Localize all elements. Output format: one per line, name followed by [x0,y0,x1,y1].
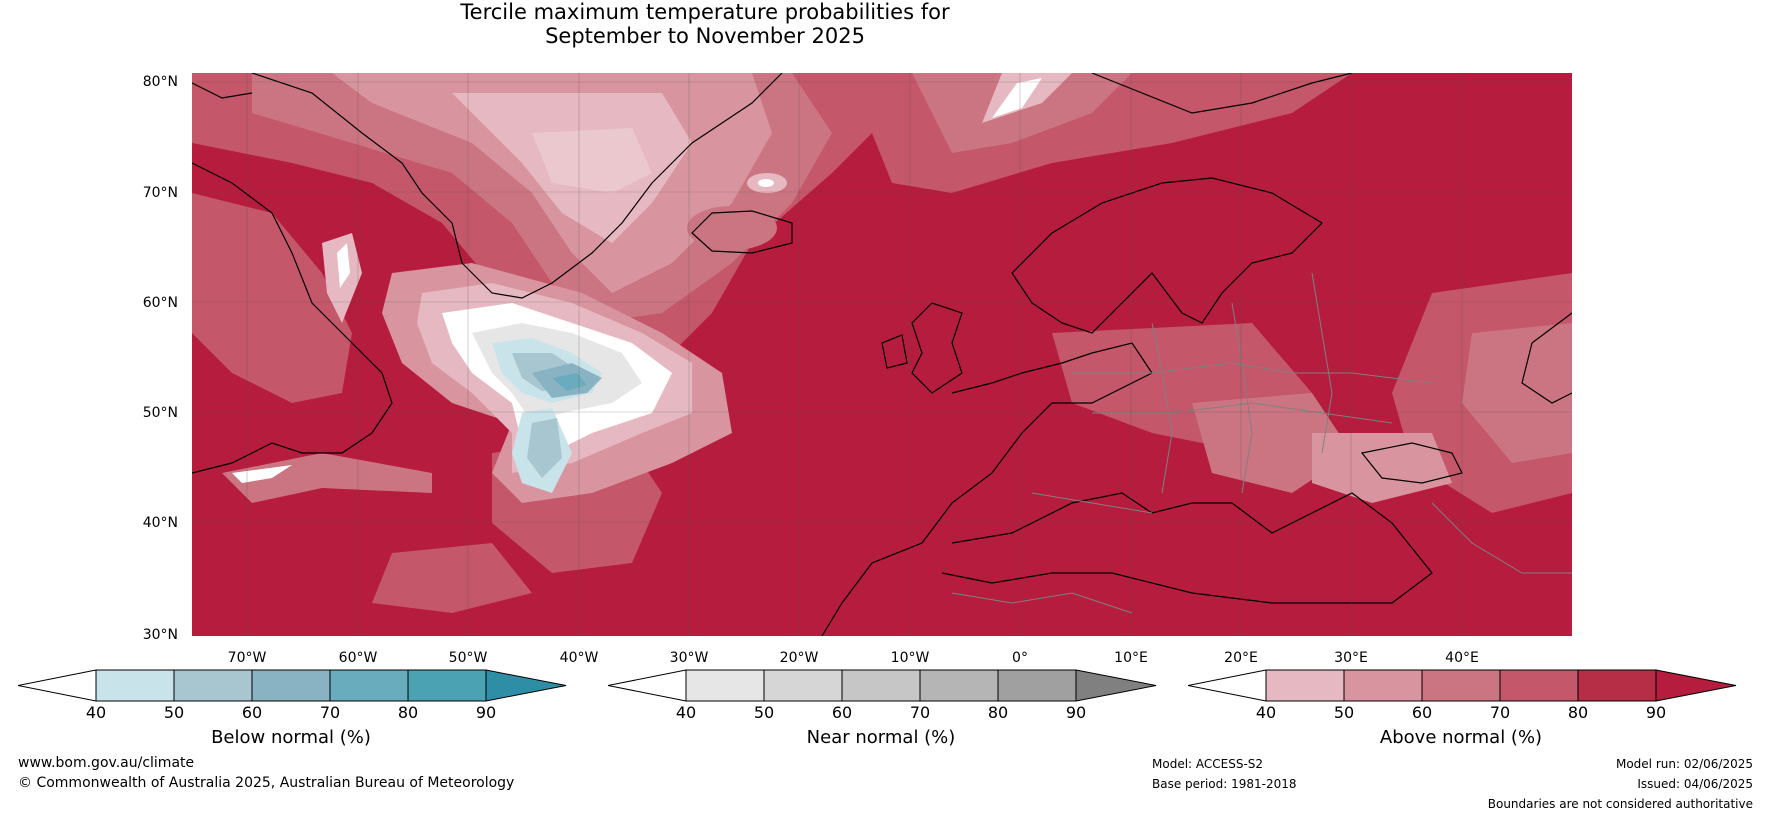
boundaries-disclaimer: Boundaries are not considered authoritat… [1487,797,1753,811]
forecast-map [192,73,1572,636]
chart-title: Tercile maximum temperature probabilitie… [0,0,1410,48]
map-canvas [192,73,1572,636]
colorbar-near-normal-80-90 [997,669,1077,702]
colorbar-near-tick-90: 90 [1065,703,1087,722]
ireland-coast [881,334,908,369]
colorbar-near-normal-40-50 [685,669,765,702]
colorbar-below-normal-extend-high [485,669,567,702]
colorbar-below-normal-60-70 [251,669,331,702]
lon-label-20e: 20°E [1224,650,1258,666]
colorbar-above-normal-extend-low [1188,669,1267,702]
colorbar-below-normal-50-60 [173,669,253,702]
colorbar-below-normal-extend-low [18,669,97,702]
colorbar-below-normal [18,669,567,702]
arctic-coast [1091,73,1353,114]
lon-label-10e: 10°E [1114,650,1148,666]
lon-label-50w: 50°W [448,650,488,666]
colorbar-below-tick-50: 50 [163,703,185,722]
colorbar-below-normal-80-90 [407,669,487,702]
coastlines [192,73,1572,636]
colorbar-near-tick-80: 80 [987,703,1009,722]
lon-label-70w: 70°W [227,650,267,666]
model-run-date: Model run: 02/06/2025 [1615,757,1753,771]
colorbar-below-tick-90: 90 [475,703,497,722]
colorbar-above-tick-90: 90 [1645,703,1667,722]
colorbar-above-normal-extend-high [1655,669,1737,702]
colorbar-near-normal-50-60 [763,669,843,702]
lon-label-30w: 30°W [669,650,709,666]
colorbar-above-tick-60: 60 [1411,703,1433,722]
colorbar-above-tick-50: 50 [1333,703,1355,722]
great-britain-coast [911,302,963,394]
colorbar-near-normal-60-70 [841,669,921,702]
colorbar-below-tick-60: 60 [241,703,263,722]
colorbar-near-normal [608,669,1157,702]
caspian-coast [1521,312,1572,404]
lat-label-50n: 50°N [142,405,178,421]
lat-label-80n: 80°N [142,74,178,90]
mediterranean-coast [941,492,1433,604]
colorbar-near-tick-50: 50 [753,703,775,722]
lon-label-20w: 20°W [779,650,819,666]
lat-label-60n: 60°N [142,295,178,311]
colorbar-above-normal-80-90 [1577,669,1657,702]
colorbar-near-normal-extend-low [608,669,687,702]
colorbar-above-tick-80: 80 [1567,703,1589,722]
colorbar-above-title: Above normal (%) [1379,727,1543,748]
lon-label-10w: 10°W [890,650,930,666]
colorbar-below-title: Below normal (%) [211,727,371,748]
colorbar-above-normal-70-80 [1499,669,1579,702]
colorbar-above-normal-40-50 [1265,669,1345,702]
colorbar-near-normal-extend-high [1075,669,1157,702]
scandinavia-coast [1011,177,1323,334]
copyright-text: © Commonwealth of Australia 2025, Austra… [18,775,515,791]
title-line-2: September to November 2025 [545,24,865,48]
base-period: Base period: 1981-2018 [1152,777,1297,791]
graticule [192,73,1572,636]
north-america-coast [192,162,393,474]
country-borders [951,272,1572,614]
iceland-coast [691,210,793,254]
colorbar-below-tick-80: 80 [397,703,419,722]
colorbar-above-normal [1188,669,1737,702]
title-line-1: Tercile maximum temperature probabilitie… [460,0,950,24]
lat-label-30n: 30°N [142,627,178,643]
lon-label-60w: 60°W [338,650,378,666]
colorbar-below-normal-40-50 [95,669,175,702]
arctic-islands-coast [192,82,253,99]
colorbar-below-tick-40: 40 [85,703,107,722]
lon-label-40e: 40°E [1445,650,1479,666]
greenland-coast [251,73,783,299]
above-normal-bands [192,73,1572,613]
colorbar-above-normal-60-70 [1421,669,1501,702]
lat-label-40n: 40°N [142,515,178,531]
model-name: Model: ACCESS-S2 [1152,757,1264,771]
lat-label-70n: 70°N [142,185,178,201]
near-and-below-normal-region [322,233,732,503]
website-link[interactable]: www.bom.gov.au/climate [18,755,195,771]
colorbar-above-tick-40: 40 [1255,703,1277,722]
lon-label-0: 0° [1012,650,1028,666]
black-sea-coast [1360,442,1463,484]
lon-label-30e: 30°E [1334,650,1368,666]
colorbar-near-tick-70: 70 [909,703,931,722]
western-europe-coast [821,342,1153,636]
colorbar-near-tick-60: 60 [831,703,853,722]
colorbar-near-title: Near normal (%) [806,727,956,748]
colorbar-near-normal-70-80 [919,669,999,702]
colorbar-above-normal-50-60 [1343,669,1423,702]
issued-date: Issued: 04/06/2025 [1637,777,1753,791]
colorbar-below-tick-70: 70 [319,703,341,722]
lon-label-40w: 40°W [559,650,599,666]
colorbar-near-tick-40: 40 [675,703,697,722]
colorbar-above-tick-70: 70 [1489,703,1511,722]
colorbar-below-normal-70-80 [329,669,409,702]
